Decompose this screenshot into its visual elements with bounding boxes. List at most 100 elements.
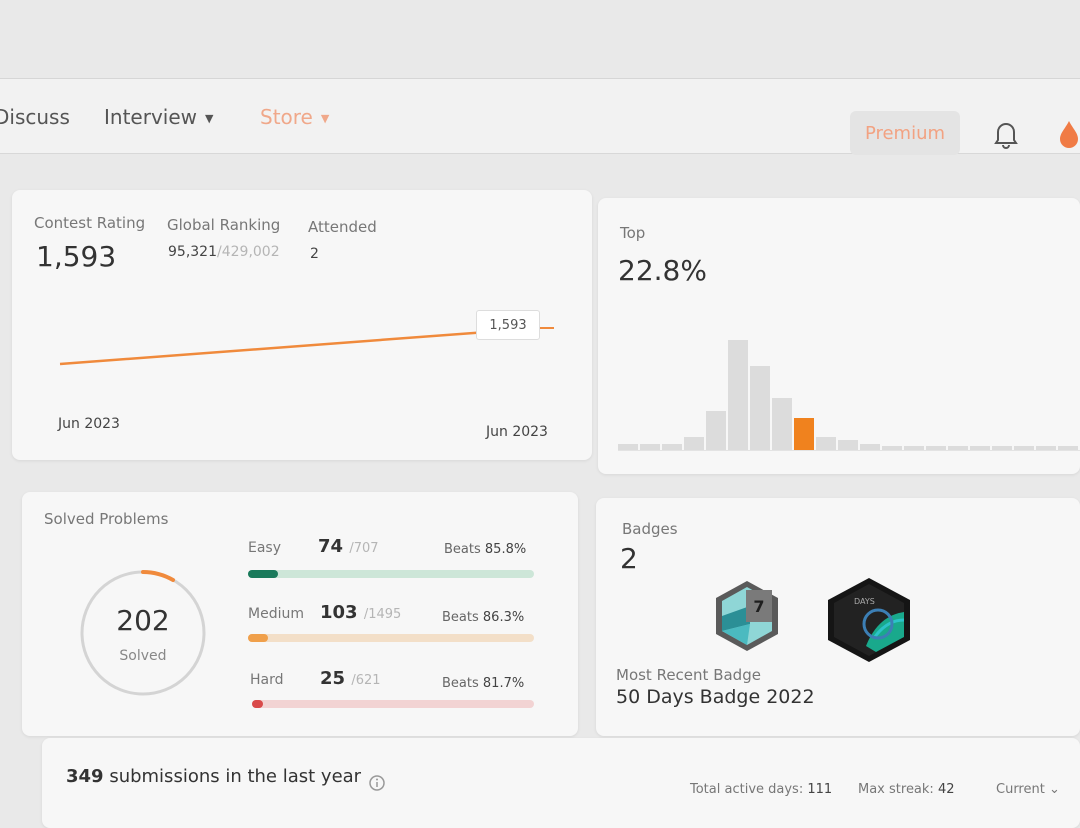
nav-store[interactable]: Store ▼ [260,105,329,129]
histogram-bar [860,443,880,450]
badges-count: 2 [620,542,638,575]
streak-fire-icon[interactable] [1058,119,1080,149]
global-ranking-value: 95,321/429,002 [168,244,280,260]
hard-label: Hard [250,672,284,688]
bell-icon[interactable] [992,119,1020,149]
easy-progress-bar [248,570,534,578]
medium-beats: Beats 86.3% [442,610,524,625]
histogram-bar [1058,446,1078,450]
max-streak: Max streak: 42 [858,782,955,797]
solved-ring-arc [141,570,175,582]
histogram-bar [728,340,748,450]
most-recent-badge-name: 50 Days Badge 2022 [616,686,815,708]
contest-rating-card: Contest Rating 1,593 Global Ranking 95,3… [12,190,592,460]
nav-store-label: Store [260,105,313,129]
medium-beats-value: 86.3% [482,610,525,625]
hard-beats-value: 81.7% [482,676,525,691]
histogram-bar [904,446,924,450]
nav-interview-label: Interview [104,105,197,129]
nav-interview[interactable]: Interview ▼ [104,105,213,129]
most-recent-badge-label: Most Recent Badge [616,666,761,684]
submissions-summary: 349 submissions in the last year [66,766,361,787]
caret-down-icon: ▼ [205,112,214,125]
medium-progress-fill [248,634,268,642]
badges-label: Badges [622,520,678,538]
medium-label: Medium [248,606,304,622]
solved-problems-label: Solved Problems [44,510,169,528]
histogram-bar [882,446,902,450]
max-streak-value: 42 [937,782,955,797]
top-percentile-card: Top 22.8% [598,198,1080,474]
histogram-bar [772,398,792,450]
hard-progress-bar [252,700,534,708]
rating-distribution-histogram [618,318,1080,451]
premium-button[interactable]: Premium [850,111,960,155]
attended-label: Attended [308,218,377,236]
solved-sub-label: Solved [119,648,167,664]
histogram-bar [1036,446,1056,450]
submissions-count: 349 [66,766,104,787]
attended-value: 2 [310,246,319,262]
active-days-label: Total active days: [690,782,804,797]
histogram-bar [640,443,660,450]
medium-solved: 103 [320,602,358,623]
easy-total: /707 [349,541,379,556]
solved-count: 202 [116,604,170,637]
hard-beats-label: Beats [442,676,479,691]
easy-count: 74 /707 [318,536,379,557]
x-axis-start: Jun 2023 [58,416,120,432]
histogram-bar [618,443,638,450]
submissions-text: submissions in the last year [109,766,362,787]
top-value: 22.8% [618,254,707,287]
global-ranking-total: /429,002 [217,244,280,260]
badges-card: Badges 2 7 DAYS Most Recent Badge 50 Day… [596,498,1080,736]
badge-7-text: 7 [753,597,764,616]
medium-count: 103 /1495 [320,602,401,623]
chevron-down-icon: ⌄ [1048,782,1060,797]
rating-line [59,326,541,366]
global-ranking-number: 95,321 [168,244,217,260]
medium-beats-label: Beats [442,610,479,625]
histogram-bar [838,440,858,450]
max-streak-label: Max streak: [858,782,934,797]
easy-beats-label: Beats [444,542,481,557]
caret-down-icon: ▼ [320,112,330,125]
year-select-value: Current [996,782,1045,797]
easy-beats-value: 85.8% [484,542,527,557]
hard-beats: Beats 81.7% [442,676,524,691]
contest-rating-label: Contest Rating [34,214,146,232]
active-days: Total active days: 111 [690,782,832,797]
histogram-bar [926,446,946,450]
badge-50-text: DAYS [854,597,875,606]
top-label: Top [620,224,646,242]
medium-total: /1495 [363,607,402,622]
badge-50-days-icon[interactable]: DAYS [826,576,912,664]
active-days-value: 111 [807,782,833,797]
histogram-bar [816,437,836,450]
easy-beats: Beats 85.8% [444,542,526,557]
histogram-bar [948,446,968,450]
solved-progress-ring [80,570,206,696]
solved-problems-card: Solved Problems 202 Solved Easy 74 /707 … [22,492,578,736]
histogram-bar [662,443,682,450]
hard-count: 25 /621 [320,668,381,689]
global-ranking-label: Global Ranking [167,216,281,234]
rating-line-chart [59,326,554,366]
hard-progress-fill [252,700,264,708]
histogram-bar [1014,446,1034,450]
top-nav-bar: Discuss Interview ▼ Store ▼ Premium [0,78,1080,155]
year-select[interactable]: Current ⌄ [996,782,1060,797]
histogram-bar [992,446,1012,450]
info-icon[interactable] [368,774,386,792]
badge-7-days-icon[interactable]: 7 [712,578,782,654]
x-axis-end: Jun 2023 [486,424,548,440]
histogram-bar [970,446,990,450]
histogram-bar [750,365,770,450]
easy-label: Easy [248,540,282,556]
submissions-card: 349 submissions in the last year Total a… [42,738,1080,828]
hard-total: /621 [351,673,381,688]
rating-tooltip: 1,593 [476,310,540,340]
hard-solved: 25 [320,668,346,689]
nav-discuss[interactable]: Discuss [0,105,70,129]
easy-progress-fill [248,570,279,578]
